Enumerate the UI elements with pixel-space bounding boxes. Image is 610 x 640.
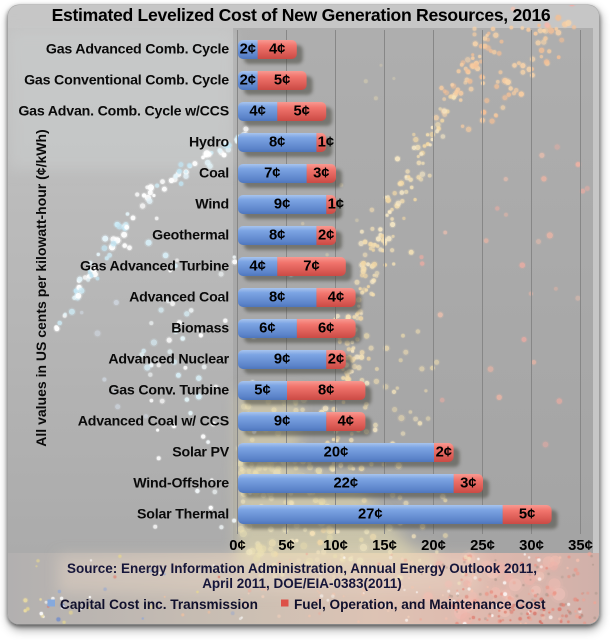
- svg-text:Source: Energy Information Adm: Source: Energy Information Administratio…: [67, 561, 537, 576]
- svg-text:Geothermal: Geothermal: [152, 228, 229, 244]
- svg-text:Capital Cost inc. Transmission: Capital Cost inc. Transmission: [60, 597, 258, 612]
- svg-text:10¢: 10¢: [323, 538, 348, 554]
- svg-text:5¢: 5¢: [519, 507, 535, 523]
- svg-text:Wind-Offshore: Wind-Offshore: [133, 476, 229, 492]
- svg-text:20¢: 20¢: [324, 445, 349, 461]
- svg-text:1¢: 1¢: [318, 135, 334, 151]
- svg-text:6¢: 6¢: [318, 321, 334, 337]
- svg-text:Gas Advanced Turbine: Gas Advanced Turbine: [80, 259, 229, 275]
- svg-text:8¢: 8¢: [269, 228, 285, 244]
- svg-text:2¢: 2¢: [328, 352, 344, 368]
- svg-text:Fuel, Operation, and Maintenan: Fuel, Operation, and Maintenance Cost: [294, 597, 546, 612]
- svg-text:22¢: 22¢: [333, 476, 358, 492]
- svg-text:27¢: 27¢: [358, 507, 383, 523]
- svg-text:20¢: 20¢: [421, 538, 446, 554]
- svg-text:Gas Conventional Comb. Cycle: Gas Conventional Comb. Cycle: [24, 73, 229, 89]
- svg-text:1¢: 1¢: [328, 197, 344, 213]
- svg-text:8¢: 8¢: [269, 290, 285, 306]
- svg-text:9¢: 9¢: [274, 352, 290, 368]
- svg-text:Advanced Coal w/ CCS: Advanced Coal w/ CCS: [78, 414, 229, 430]
- svg-text:Estimated Levelized Cost of Ne: Estimated Levelized Cost of New Generati…: [52, 5, 551, 25]
- svg-text:All values in US cents per kil: All values in US cents per kilowatt-hour…: [33, 129, 49, 446]
- svg-text:4¢: 4¢: [269, 42, 285, 58]
- svg-text:4¢: 4¢: [338, 414, 354, 430]
- svg-text:9¢: 9¢: [274, 197, 290, 213]
- svg-text:9¢: 9¢: [274, 414, 290, 430]
- svg-text:Coal: Coal: [199, 166, 229, 182]
- svg-text:15¢: 15¢: [372, 538, 397, 554]
- svg-text:5¢: 5¢: [274, 73, 290, 89]
- svg-text:Advanced Nuclear: Advanced Nuclear: [108, 352, 229, 368]
- svg-text:Wind: Wind: [195, 197, 229, 213]
- svg-text:8¢: 8¢: [269, 135, 285, 151]
- svg-text:2¢: 2¢: [436, 445, 452, 461]
- svg-text:0¢: 0¢: [229, 538, 245, 554]
- svg-text:4¢: 4¢: [249, 259, 265, 275]
- svg-text:30¢: 30¢: [519, 538, 544, 554]
- svg-text:2¢: 2¢: [240, 73, 256, 89]
- svg-text:8¢: 8¢: [318, 383, 334, 399]
- svg-text:5¢: 5¢: [278, 538, 294, 554]
- svg-text:4¢: 4¢: [249, 104, 265, 120]
- svg-text:5¢: 5¢: [293, 104, 309, 120]
- svg-text:Solar Thermal: Solar Thermal: [137, 507, 229, 523]
- svg-text:Gas Advanced Comb. Cycle: Gas Advanced Comb. Cycle: [46, 42, 229, 58]
- svg-text:4¢: 4¢: [328, 290, 344, 306]
- svg-text:6¢: 6¢: [259, 321, 275, 337]
- svg-text:35¢: 35¢: [568, 538, 593, 554]
- svg-text:3¢: 3¢: [460, 476, 476, 492]
- svg-text:April 2011, DOE/EIA-0383(2011): April 2011, DOE/EIA-0383(2011): [202, 576, 402, 591]
- svg-text:2¢: 2¢: [318, 228, 334, 244]
- svg-text:7¢: 7¢: [303, 259, 319, 275]
- svg-text:2¢: 2¢: [240, 42, 256, 58]
- svg-text:Gas Conv. Turbine: Gas Conv. Turbine: [108, 383, 229, 399]
- svg-text:3¢: 3¢: [313, 166, 329, 182]
- svg-text:7¢: 7¢: [264, 166, 280, 182]
- svg-text:5¢: 5¢: [254, 383, 270, 399]
- svg-text:Solar PV: Solar PV: [172, 445, 229, 461]
- svg-text:Advanced Coal: Advanced Coal: [129, 290, 229, 306]
- svg-text:Biomass: Biomass: [171, 321, 229, 337]
- svg-text:25¢: 25¢: [470, 538, 495, 554]
- svg-text:Hydro: Hydro: [189, 135, 230, 151]
- svg-text:Gas Advan. Comb. Cycle w/CCS: Gas Advan. Comb. Cycle w/CCS: [18, 104, 229, 120]
